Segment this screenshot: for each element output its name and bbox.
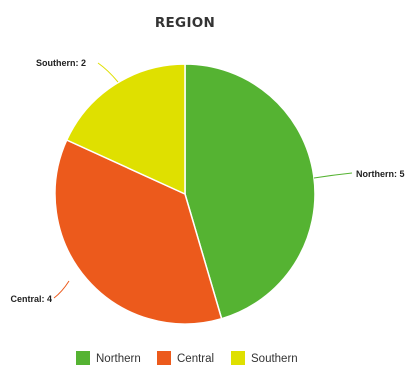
slice-label-central: Central: 4 <box>10 294 52 304</box>
leader-line-northern <box>313 172 353 179</box>
pie-slice-southern[interactable] <box>65 63 186 196</box>
legend-item-northern[interactable]: Northern <box>76 351 141 365</box>
slice-leader-lines <box>53 62 353 299</box>
legend-swatch-central <box>157 351 171 365</box>
pie-slice-central[interactable] <box>54 139 223 325</box>
legend-swatch-southern <box>231 351 245 365</box>
chart-title: REGION <box>155 15 215 31</box>
legend-label-central: Central <box>177 353 214 365</box>
pie-slice-northern[interactable] <box>184 63 316 320</box>
slice-label-northern: Northern: 5 <box>356 169 405 179</box>
legend: Northern Central Southern <box>76 351 298 365</box>
leader-line-central <box>53 280 70 299</box>
legend-label-southern: Southern <box>251 353 298 365</box>
legend-item-southern[interactable]: Southern <box>231 351 298 365</box>
legend-item-central[interactable]: Central <box>157 351 214 365</box>
slice-labels: Northern: 5 Central: 4 Southern: 2 <box>10 58 404 304</box>
legend-label-northern: Northern <box>96 353 141 365</box>
pie-slices <box>54 63 316 325</box>
slice-label-southern: Southern: 2 <box>36 58 86 68</box>
legend-swatch-northern <box>76 351 90 365</box>
leader-line-southern <box>97 62 119 83</box>
